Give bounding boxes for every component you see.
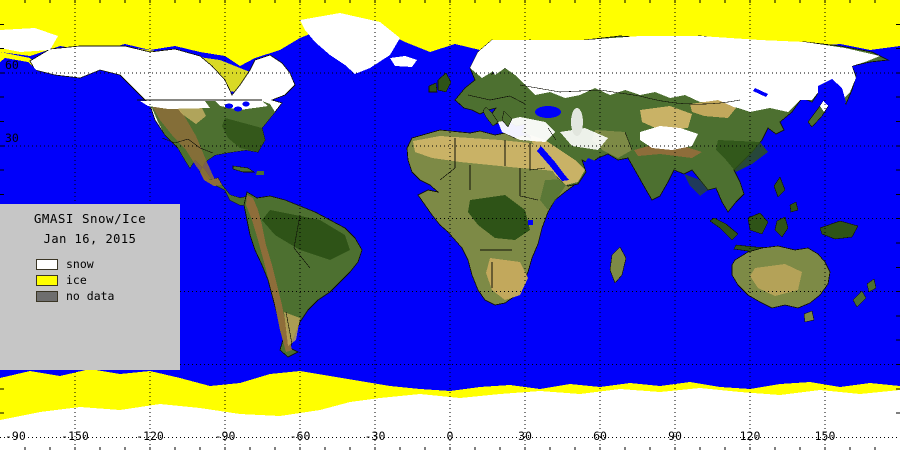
lakes-and-seas xyxy=(0,58,846,225)
no-data-swatch xyxy=(36,290,58,302)
legend-items: snow ice no data xyxy=(0,256,180,304)
continent-antarctica xyxy=(0,388,900,450)
continent-eurasia xyxy=(0,28,890,213)
country-borders xyxy=(137,84,741,345)
legend-item: no data xyxy=(0,288,180,304)
legend-title: GMASI Snow/Ice xyxy=(33,211,147,226)
continent-south-america xyxy=(243,191,363,358)
lat-label: 60 xyxy=(5,58,19,72)
lon-label: 60 xyxy=(593,429,607,443)
snow-swatch xyxy=(36,258,58,270)
continent-north-america xyxy=(29,45,296,207)
lon-label: -150 xyxy=(61,429,89,443)
legend-item: ice xyxy=(0,272,180,288)
continent-australia xyxy=(731,245,877,323)
legend-item: snow xyxy=(0,256,180,272)
lon-label: 90 xyxy=(668,429,682,443)
lon-label: -120 xyxy=(136,429,164,443)
lon-label: 150 xyxy=(814,429,836,443)
lon-label: -90 xyxy=(214,429,236,443)
lon-label: 30 xyxy=(518,429,532,443)
lon-label: -30 xyxy=(364,429,386,443)
legend-item-label: ice xyxy=(66,273,87,287)
lat-label: -90 xyxy=(5,429,26,443)
legend-panel: GMASI Snow/Ice Jan 16, 2015 snow ice no da… xyxy=(0,204,180,370)
iceland xyxy=(390,56,417,67)
lat-label: 30 xyxy=(5,131,19,145)
lon-label: -60 xyxy=(289,429,311,443)
legend-item-label: snow xyxy=(66,257,94,271)
islands-southeast-asia xyxy=(709,176,859,254)
legend-item-label: no data xyxy=(66,289,115,303)
ice-swatch xyxy=(36,274,58,286)
lon-label: 0 xyxy=(446,429,454,443)
legend-date: Jan 16, 2015 xyxy=(43,232,137,246)
lon-label: 120 xyxy=(739,429,761,443)
